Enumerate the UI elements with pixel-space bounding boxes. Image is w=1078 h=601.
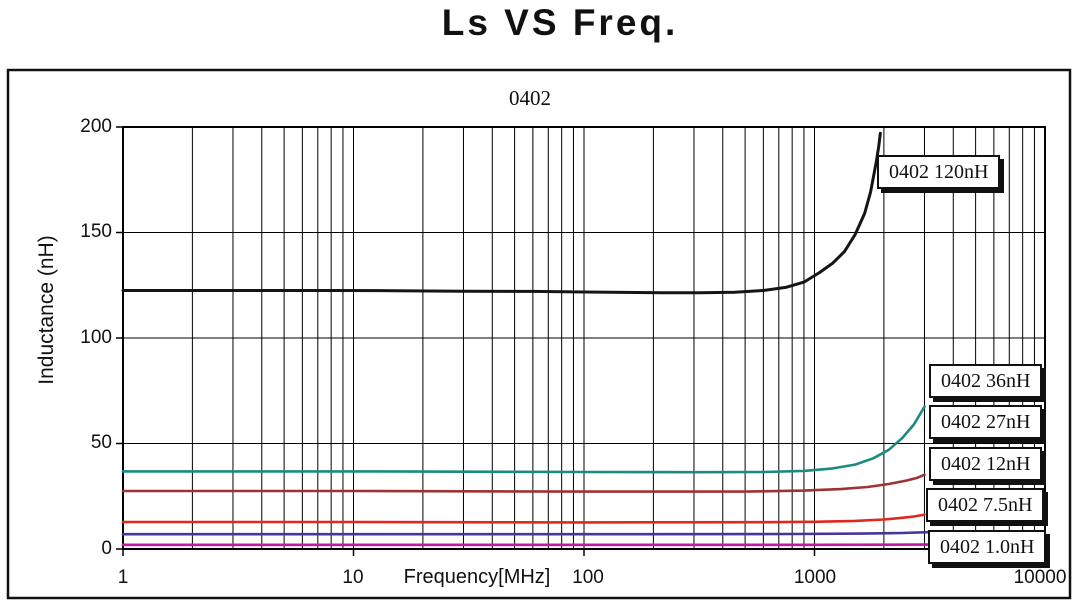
legend-item-12nH: 0402 12nH: [929, 447, 1043, 481]
y-tick-label: 200: [80, 116, 112, 137]
x-tick-label: 10000: [1013, 567, 1067, 588]
x-tick-label: 100: [572, 567, 604, 588]
legend-item-120nH: 0402 120nH: [877, 155, 1001, 189]
x-tick-label: 1000: [793, 567, 837, 588]
x-axis-label: Frequency[MHz]: [403, 566, 551, 588]
chart-subtitle: 0402: [509, 86, 551, 110]
legend-item-36nH: 0402 36nH: [929, 364, 1043, 398]
x-tick-label: 1: [117, 567, 129, 588]
y-tick-label: 100: [80, 327, 112, 348]
y-tick-label: 150: [80, 221, 112, 242]
legend-item-1.0nH: 0402 1.0nH: [928, 530, 1047, 564]
legend-item-27nH: 0402 27nH: [929, 405, 1043, 439]
y-tick-label: 50: [90, 432, 112, 453]
y-tick-label: 0: [101, 538, 112, 559]
y-axis-label: Inductance (nH): [35, 235, 58, 385]
x-tick-label: 10: [342, 567, 364, 588]
legend-item-7.5nH: 0402 7.5nH: [926, 488, 1045, 522]
chart-title: Ls VS Freq.: [441, 2, 679, 43]
